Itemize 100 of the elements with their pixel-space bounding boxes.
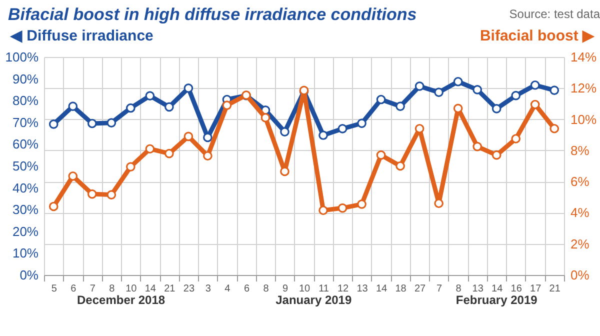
x-tick-label: 5 xyxy=(51,284,58,294)
point xyxy=(376,94,386,104)
y2-tick-label: 12% xyxy=(570,80,597,96)
chart-title: Bifacial boost in high diffuse irradiance conditions xyxy=(8,5,417,24)
point xyxy=(280,127,290,136)
x-tick-label: 14 xyxy=(376,284,388,294)
point xyxy=(550,124,560,134)
point xyxy=(472,85,482,94)
y-axis-title: ◀ Diffuse irradiance xyxy=(10,28,154,44)
point xyxy=(203,151,212,161)
source-note: Source: test data xyxy=(509,7,600,21)
point xyxy=(106,118,116,128)
y2-axis-title: Bifacial boost ▶ xyxy=(480,28,596,44)
point xyxy=(414,82,424,91)
x-tick-label: 13 xyxy=(472,284,484,294)
point xyxy=(357,118,366,128)
x-tick-label: 21 xyxy=(164,284,176,294)
x-tick-label: 6 xyxy=(70,284,77,294)
x-tick-label: 11 xyxy=(318,284,330,294)
x-tick-label: 4 xyxy=(224,284,231,294)
y-tick-label: 90% xyxy=(12,71,39,86)
point xyxy=(453,76,463,86)
x-tick-label: 18 xyxy=(395,284,407,294)
point xyxy=(396,161,405,171)
x-tick-label: 27 xyxy=(414,284,426,294)
x-tick-label: 12 xyxy=(337,284,350,294)
x-tick-label: 7 xyxy=(90,284,96,294)
point xyxy=(145,91,155,100)
x-tick-label: 16 xyxy=(510,284,522,294)
point xyxy=(48,202,58,212)
y2-tick-label: 10% xyxy=(570,112,597,127)
point xyxy=(511,90,521,100)
y-tick-label: 30% xyxy=(12,202,39,218)
x-tick-label: 9 xyxy=(282,284,288,294)
point xyxy=(164,102,174,112)
point xyxy=(145,144,155,154)
point xyxy=(396,102,405,111)
y-tick-label: 50% xyxy=(12,158,39,174)
x-tick-label: 10 xyxy=(298,284,310,294)
y-tick-label: 40% xyxy=(12,180,39,196)
point xyxy=(222,100,232,110)
x-tick-label: 21 xyxy=(549,284,561,294)
point xyxy=(530,80,540,90)
y2-tick-label: 0% xyxy=(570,268,590,282)
x-tick-label: 23 xyxy=(183,284,195,294)
point xyxy=(87,189,97,199)
point xyxy=(414,124,424,134)
point xyxy=(184,132,194,142)
point xyxy=(453,104,463,114)
point xyxy=(338,203,348,213)
point xyxy=(434,198,444,208)
y2-tick-label: 8% xyxy=(570,142,590,158)
y-tick-label: 70% xyxy=(12,114,39,130)
text: February 2019 xyxy=(456,293,538,307)
x-tick-label: 7 xyxy=(436,284,443,294)
point xyxy=(280,166,290,176)
point xyxy=(318,206,328,216)
x-tick-label: 8 xyxy=(263,284,270,294)
y-tick-label: 80% xyxy=(12,93,39,108)
point xyxy=(203,132,212,142)
point xyxy=(492,150,502,160)
x-tick-label: 10 xyxy=(126,284,138,294)
point xyxy=(492,104,502,114)
point xyxy=(530,100,540,110)
text: December 2018 xyxy=(77,293,166,307)
x-tick-label: 6 xyxy=(244,284,250,294)
x-tick-label: 3 xyxy=(205,284,212,294)
point xyxy=(164,148,174,158)
y-tick-label: 10% xyxy=(12,246,39,261)
point xyxy=(68,102,78,111)
y-tick-label: 0% xyxy=(20,268,39,282)
point xyxy=(376,150,386,160)
y2-tick-label: 2% xyxy=(570,236,590,252)
y2-tick-label: 4% xyxy=(570,205,590,220)
x-tick-label: 14 xyxy=(144,284,156,294)
text: January 2019 xyxy=(276,293,352,307)
x-tick-label: 8 xyxy=(109,284,116,294)
point xyxy=(260,113,270,122)
point xyxy=(184,84,194,93)
x-tick-label: 8 xyxy=(456,284,462,294)
y-tick-label: 20% xyxy=(12,224,39,239)
x-tick-label: 17 xyxy=(530,284,542,294)
y-tick-label: 60% xyxy=(12,136,39,152)
x-tick-label: 13 xyxy=(356,284,368,294)
point xyxy=(87,118,97,128)
point xyxy=(48,119,58,129)
point xyxy=(126,103,136,113)
x-tick-label: 14 xyxy=(492,284,504,294)
point xyxy=(357,199,366,209)
point xyxy=(106,190,116,200)
point xyxy=(126,162,136,172)
point xyxy=(550,86,560,96)
point xyxy=(338,124,348,134)
y2-tick-label: 14% xyxy=(570,50,597,64)
point xyxy=(68,171,78,181)
point xyxy=(318,130,328,140)
y2-tick-label: 6% xyxy=(570,174,590,190)
point xyxy=(472,142,482,152)
point xyxy=(511,134,521,144)
point xyxy=(434,88,444,97)
